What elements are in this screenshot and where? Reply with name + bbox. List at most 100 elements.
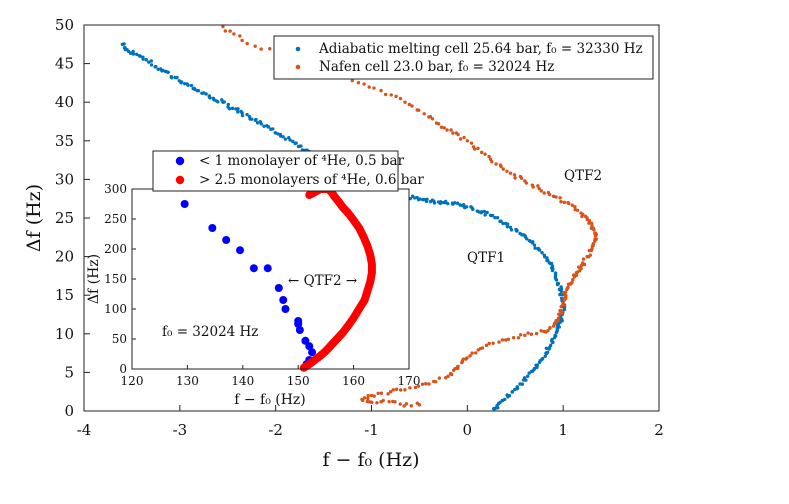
main-series-0-point	[480, 210, 484, 214]
inset-x-tick-label: 120	[121, 374, 144, 388]
main-series-1-point	[564, 294, 568, 298]
main-series-1-point	[403, 100, 407, 104]
main-series-0-point	[453, 201, 457, 205]
main-series-0-point	[525, 237, 529, 241]
main-series-1-point	[387, 399, 391, 404]
main-series-1-point	[404, 402, 409, 406]
main-legend-box	[273, 35, 654, 80]
main-series-1-point	[417, 403, 422, 407]
main-series-0-point	[185, 82, 189, 86]
main-series-0-point	[169, 76, 174, 80]
main-series-1-point	[448, 371, 453, 376]
main-series-1-point	[570, 203, 574, 207]
inset-y-tick-label: 150	[104, 272, 127, 286]
main-series-1-point	[531, 185, 535, 189]
main-series-0-point	[462, 203, 466, 207]
main-series-1-point	[424, 382, 428, 386]
main-series-1-point	[497, 340, 501, 344]
main-series-1-point	[559, 200, 563, 204]
main-series-1-point	[410, 104, 414, 108]
inset-y-tick-label: 300	[104, 182, 127, 196]
main-series-0-point	[558, 292, 562, 297]
main-series-0-point	[166, 70, 170, 75]
main-series-0-point	[141, 55, 145, 59]
main-series-0-point	[236, 107, 240, 111]
main-x-tick-label: -4	[77, 421, 92, 439]
main-series-1-point	[506, 337, 511, 341]
main-series-1-point	[403, 388, 407, 392]
main-series-1-point	[253, 44, 257, 48]
main-series-1-point	[436, 122, 441, 126]
main-series-0-point	[501, 221, 505, 226]
main-series-1-point	[451, 131, 455, 135]
main-series-0-point	[499, 219, 503, 223]
inset-x-tick-label: 170	[398, 374, 421, 388]
inset-x-tick-label: 140	[231, 374, 254, 388]
main-series-1-point	[389, 93, 393, 97]
main-series-1-point	[416, 384, 421, 388]
main-series-1-point	[238, 34, 242, 38]
inset-series-0-point	[180, 200, 189, 208]
main-series-0-point	[483, 213, 487, 217]
main-series-1-point	[391, 388, 395, 392]
main-series-0-point	[283, 137, 288, 141]
main-series-0-point	[266, 125, 270, 129]
main-y-tick-label: 0	[64, 402, 74, 420]
main-series-1-point	[585, 255, 590, 259]
inset-series-0-point	[281, 305, 290, 313]
main-series-1-point	[552, 321, 557, 326]
main-series-0-point	[544, 352, 549, 356]
inset-series-0-point	[305, 342, 314, 351]
main-series-1-point	[487, 341, 491, 346]
main-series-1-point	[362, 396, 367, 400]
main-series-0-point	[412, 196, 417, 200]
main-series-1-point	[566, 282, 571, 286]
main-series-1-point	[501, 167, 505, 171]
main-series-0-point	[182, 81, 187, 86]
main-series-0-point	[137, 54, 141, 58]
main-series-1-point	[503, 338, 508, 342]
main-series-0-point	[408, 196, 413, 201]
main-series-0-point	[500, 398, 505, 403]
main-series-1-point	[366, 396, 370, 401]
main-series-0-point	[204, 92, 208, 96]
main-series-1-point	[476, 348, 480, 352]
main-y-tick-label: 30	[55, 170, 74, 188]
main-series-1-point	[548, 326, 552, 330]
main-series-1-point	[565, 287, 569, 292]
main-y-tick-label: 25	[55, 209, 74, 227]
main-y-tick-label: 45	[55, 55, 74, 73]
main-series-1-point	[571, 278, 575, 282]
main-y-tick-label: 15	[55, 286, 74, 304]
main-series-0-point	[533, 246, 537, 250]
main-series-0-point	[189, 83, 194, 88]
main-series-1-point	[524, 181, 529, 185]
main-series-0-point	[527, 371, 531, 375]
main-series-0-point	[562, 307, 567, 312]
main-series-1-point	[259, 47, 263, 51]
main-series-0-point	[530, 241, 535, 245]
main-series-0-point	[492, 406, 496, 411]
main-series-0-point	[555, 282, 560, 287]
main-series-0-point	[161, 68, 165, 73]
main-series-1-point	[356, 81, 361, 85]
main-series-0-point	[281, 135, 285, 139]
main-series-0-point	[222, 100, 226, 104]
main-series-1-point	[592, 228, 596, 232]
main-series-1-point	[445, 128, 449, 132]
main-series-1-point	[567, 201, 571, 206]
main-series-1-point	[240, 38, 244, 43]
main-series-1-point	[499, 164, 503, 169]
inset-y-tick-label: 200	[104, 242, 127, 256]
main-x-tick-label: -1	[364, 421, 379, 439]
main-series-1-point	[446, 374, 450, 378]
main-series-1-point	[536, 184, 540, 188]
main-legend: Adiabatic melting cell 25.64 bar, f₀ = 3…	[273, 35, 654, 80]
main-series-0-point	[236, 110, 240, 114]
main-y-tick-label: 40	[55, 93, 74, 111]
main-series-1-point	[562, 303, 566, 307]
main-series-0-point	[537, 248, 542, 252]
inset-series-0-point	[236, 246, 245, 255]
main-series-1-point	[375, 401, 379, 405]
main-series-1-point	[398, 402, 402, 406]
